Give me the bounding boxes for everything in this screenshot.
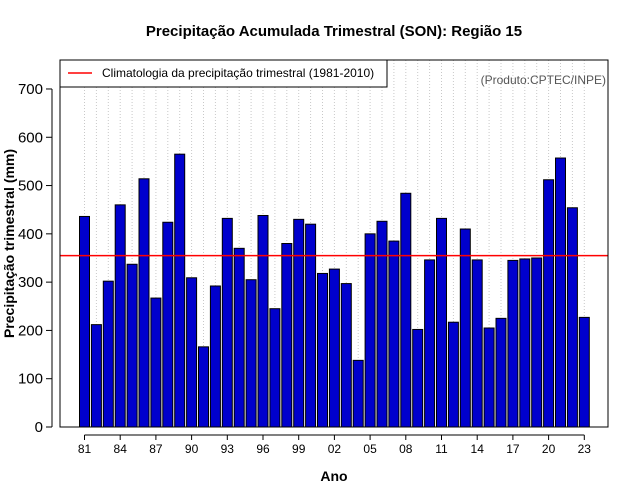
y-tick-label: 500: [18, 178, 43, 195]
x-tick-label: 96: [256, 442, 270, 456]
bar: [186, 277, 198, 428]
bar: [364, 233, 376, 428]
x-tick-label: 87: [149, 442, 163, 456]
bar: [102, 280, 114, 428]
product-credit: (Produto:CPTEC/INPE): [481, 73, 606, 87]
bar: [424, 259, 436, 428]
x-tick-label: 90: [185, 442, 199, 456]
x-tick-label: 02: [328, 442, 342, 456]
x-tick-label: 05: [363, 442, 377, 456]
x-axis-label: Ano: [320, 468, 347, 484]
x-tick-label: 99: [292, 442, 306, 456]
bar: [126, 263, 138, 428]
bar: [174, 153, 186, 428]
y-tick-label: 0: [35, 419, 43, 436]
bar: [198, 346, 209, 428]
y-tick-label: 400: [18, 226, 43, 243]
bar: [555, 157, 566, 428]
bar: [507, 259, 519, 428]
x-tick-label: 11: [435, 442, 448, 456]
legend-box: [59, 59, 388, 88]
bar: [531, 257, 543, 428]
x-tick-label: 84: [114, 442, 128, 456]
legend-climatology-label: Climatologia da precipitação trimestral …: [102, 66, 374, 80]
x-axis: 81 84 87 90 93 96 99 02 05 08 11 14 17 20 23: [78, 434, 592, 456]
bar: [221, 217, 233, 428]
bar: [340, 283, 352, 428]
bar: [543, 179, 555, 428]
bar: [269, 308, 281, 428]
bar: [519, 258, 531, 428]
bar: [436, 217, 447, 428]
legend: Climatologia da precipitação trimestral …: [59, 59, 388, 88]
x-tick-label: 81: [78, 442, 92, 456]
y-axis-label: Precipitação trimestral (mm): [1, 149, 17, 338]
bar: [471, 259, 483, 428]
bar: [293, 218, 305, 428]
bar: [233, 247, 245, 428]
bar: [114, 204, 126, 428]
x-tick-label: 23: [578, 442, 592, 456]
bars: [79, 153, 590, 428]
bar: [483, 327, 495, 428]
bar: [150, 297, 162, 428]
y-tick-label: 100: [18, 371, 43, 388]
bar: [281, 243, 293, 428]
bar: [162, 221, 174, 428]
bar: [317, 272, 328, 428]
bar: [388, 240, 400, 428]
bar: [328, 268, 340, 428]
bar: [257, 214, 269, 428]
y-axis: 0 100 200 300 400 500 600 700: [18, 81, 53, 436]
y-tick-label: 200: [18, 322, 43, 339]
bar: [352, 359, 364, 428]
bar: [209, 285, 221, 428]
bar: [495, 317, 507, 428]
bar: [400, 192, 412, 428]
x-tick-label: 93: [221, 442, 235, 456]
bar: [376, 220, 388, 428]
x-tick-label: 17: [506, 442, 520, 456]
bar: [305, 223, 317, 428]
y-tick-label: 300: [18, 274, 43, 291]
y-tick-label: 700: [18, 81, 43, 98]
x-tick-label: 20: [542, 442, 556, 456]
bar: [447, 321, 459, 428]
x-tick-label: 14: [471, 442, 485, 456]
bar: [566, 207, 578, 428]
bar: [578, 316, 590, 428]
y-tick-label: 600: [18, 129, 43, 146]
bar: [412, 328, 424, 428]
bar: [90, 324, 102, 428]
bar: [138, 178, 150, 428]
x-tick-label: 08: [399, 442, 413, 456]
chart-title: Precipitação Acumulada Trimestral (SON):…: [146, 23, 522, 40]
bar: [79, 215, 90, 428]
bar: [245, 279, 257, 428]
bar: [459, 228, 471, 428]
